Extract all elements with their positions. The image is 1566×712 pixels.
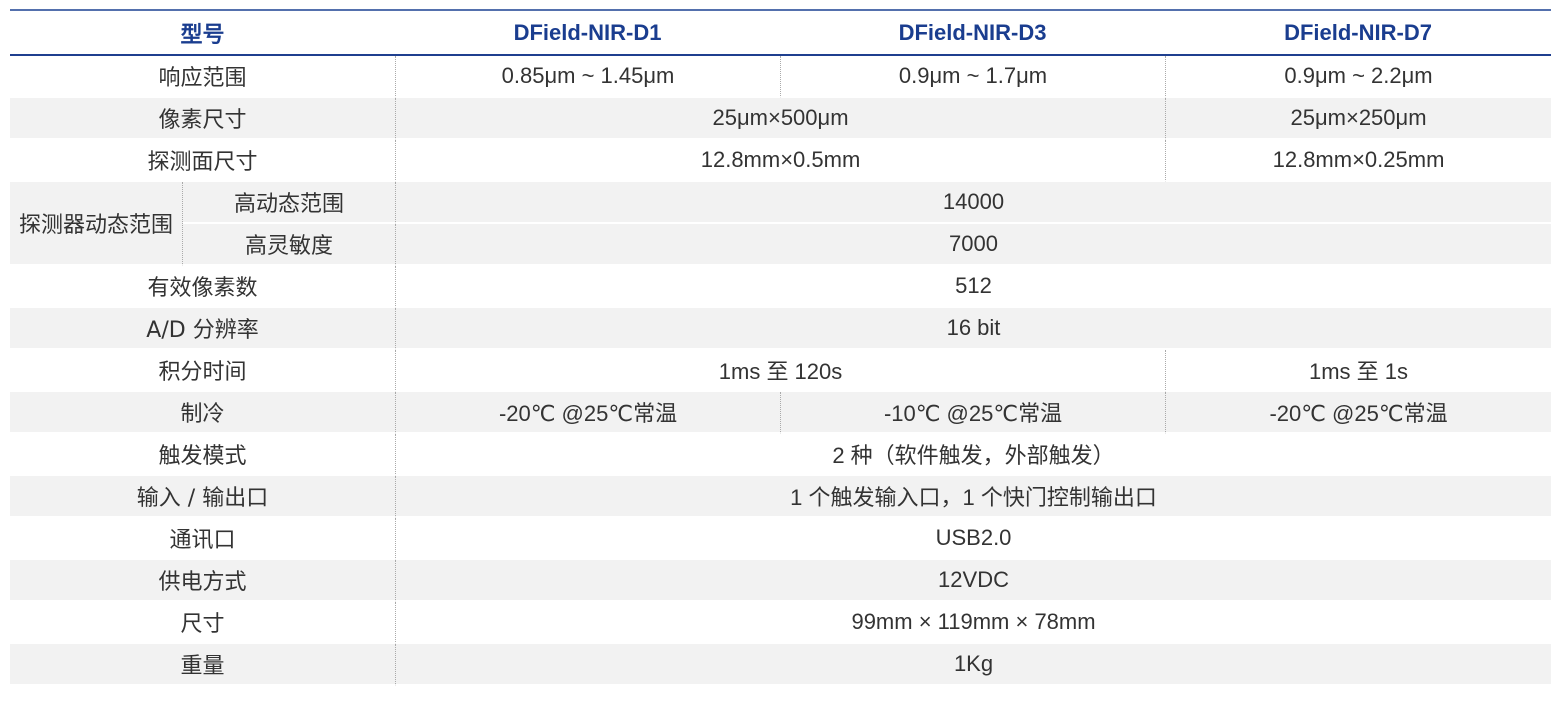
value-cell: 99mm × 119mm × 78mm [395,602,1552,644]
value-cell: -10℃ @25℃常温 [780,392,1166,434]
value-cell: 12VDC [395,560,1552,602]
value-cell: USB2.0 [395,518,1552,560]
row-label: A/D 分辨率 [10,308,396,350]
row-label: 响应范围 [10,56,396,98]
value-cell: 2 种（软件触发，外部触发） [395,434,1552,476]
value-cell: 1ms 至 1s [1165,350,1552,392]
header-d1: DField-NIR-D1 [395,9,781,56]
header-d3: DField-NIR-D3 [780,9,1166,56]
row-label: 供电方式 [10,560,396,602]
value-cell: 16 bit [395,308,1552,350]
spec-table: 型号 DField-NIR-D1 DField-NIR-D3 DField-NI… [10,9,1552,686]
table-row: 输入 / 输出口 1 个触发输入口，1 个快门控制输出口 [10,476,1552,518]
row-label: 触发模式 [10,434,396,476]
value-cell: 14000 [395,182,1552,224]
table-row: 供电方式 12VDC [10,560,1552,602]
row-group-label: 探测器动态范围 [10,182,183,266]
row-label: 探测面尺寸 [10,140,396,182]
row-label: 重量 [10,644,396,686]
value-cell: 512 [395,266,1552,308]
table-row: 高灵敏度 7000 [10,224,1552,266]
row-label: 高动态范围 [183,182,396,224]
row-label: 积分时间 [10,350,396,392]
row-label: 像素尺寸 [10,98,396,140]
row-label: 制冷 [10,392,396,434]
table-row: 像素尺寸 25μm×500μm 25μm×250μm [10,98,1552,140]
table-row: 探测器动态范围 高动态范围 14000 [10,182,1552,266]
value-cell: -20℃ @25℃常温 [1165,392,1552,434]
table-row: A/D 分辨率 16 bit [10,308,1552,350]
value-cell: 25μm×250μm [1165,98,1552,140]
value-cell: -20℃ @25℃常温 [395,392,781,434]
table-row: 探测面尺寸 12.8mm×0.5mm 12.8mm×0.25mm [10,140,1552,182]
value-cell: 0.85μm ~ 1.45μm [395,56,781,98]
table-row: 制冷 -20℃ @25℃常温 -10℃ @25℃常温 -20℃ @25℃常温 [10,392,1552,434]
row-label: 通讯口 [10,518,396,560]
value-cell: 0.9μm ~ 1.7μm [780,56,1166,98]
value-cell: 1ms 至 120s [395,350,1166,392]
row-label: 有效像素数 [10,266,396,308]
table-row: 有效像素数 512 [10,266,1552,308]
table-row: 通讯口 USB2.0 [10,518,1552,560]
row-label: 高灵敏度 [183,224,396,266]
table-row: 响应范围 0.85μm ~ 1.45μm 0.9μm ~ 1.7μm 0.9μm ~ … [10,56,1552,98]
value-cell: 7000 [395,224,1552,266]
table-row: 触发模式 2 种（软件触发，外部触发） [10,434,1552,476]
table-row: 重量 1Kg [10,644,1552,686]
table-row: 尺寸 99mm × 119mm × 78mm [10,602,1552,644]
header-model: 型号 [10,9,396,56]
value-cell: 0.9μm ~ 2.2μm [1165,56,1552,98]
header-d7: DField-NIR-D7 [1165,9,1552,56]
value-cell: 25μm×500μm [395,98,1166,140]
value-cell: 1 个触发输入口，1 个快门控制输出口 [395,476,1552,518]
header-row: 型号 DField-NIR-D1 DField-NIR-D3 DField-NI… [10,9,1552,56]
table-row: 积分时间 1ms 至 120s 1ms 至 1s [10,350,1552,392]
value-cell: 1Kg [395,644,1552,686]
value-cell: 12.8mm×0.25mm [1165,140,1552,182]
row-label: 尺寸 [10,602,396,644]
value-cell: 12.8mm×0.5mm [395,140,1166,182]
row-label: 输入 / 输出口 [10,476,396,518]
